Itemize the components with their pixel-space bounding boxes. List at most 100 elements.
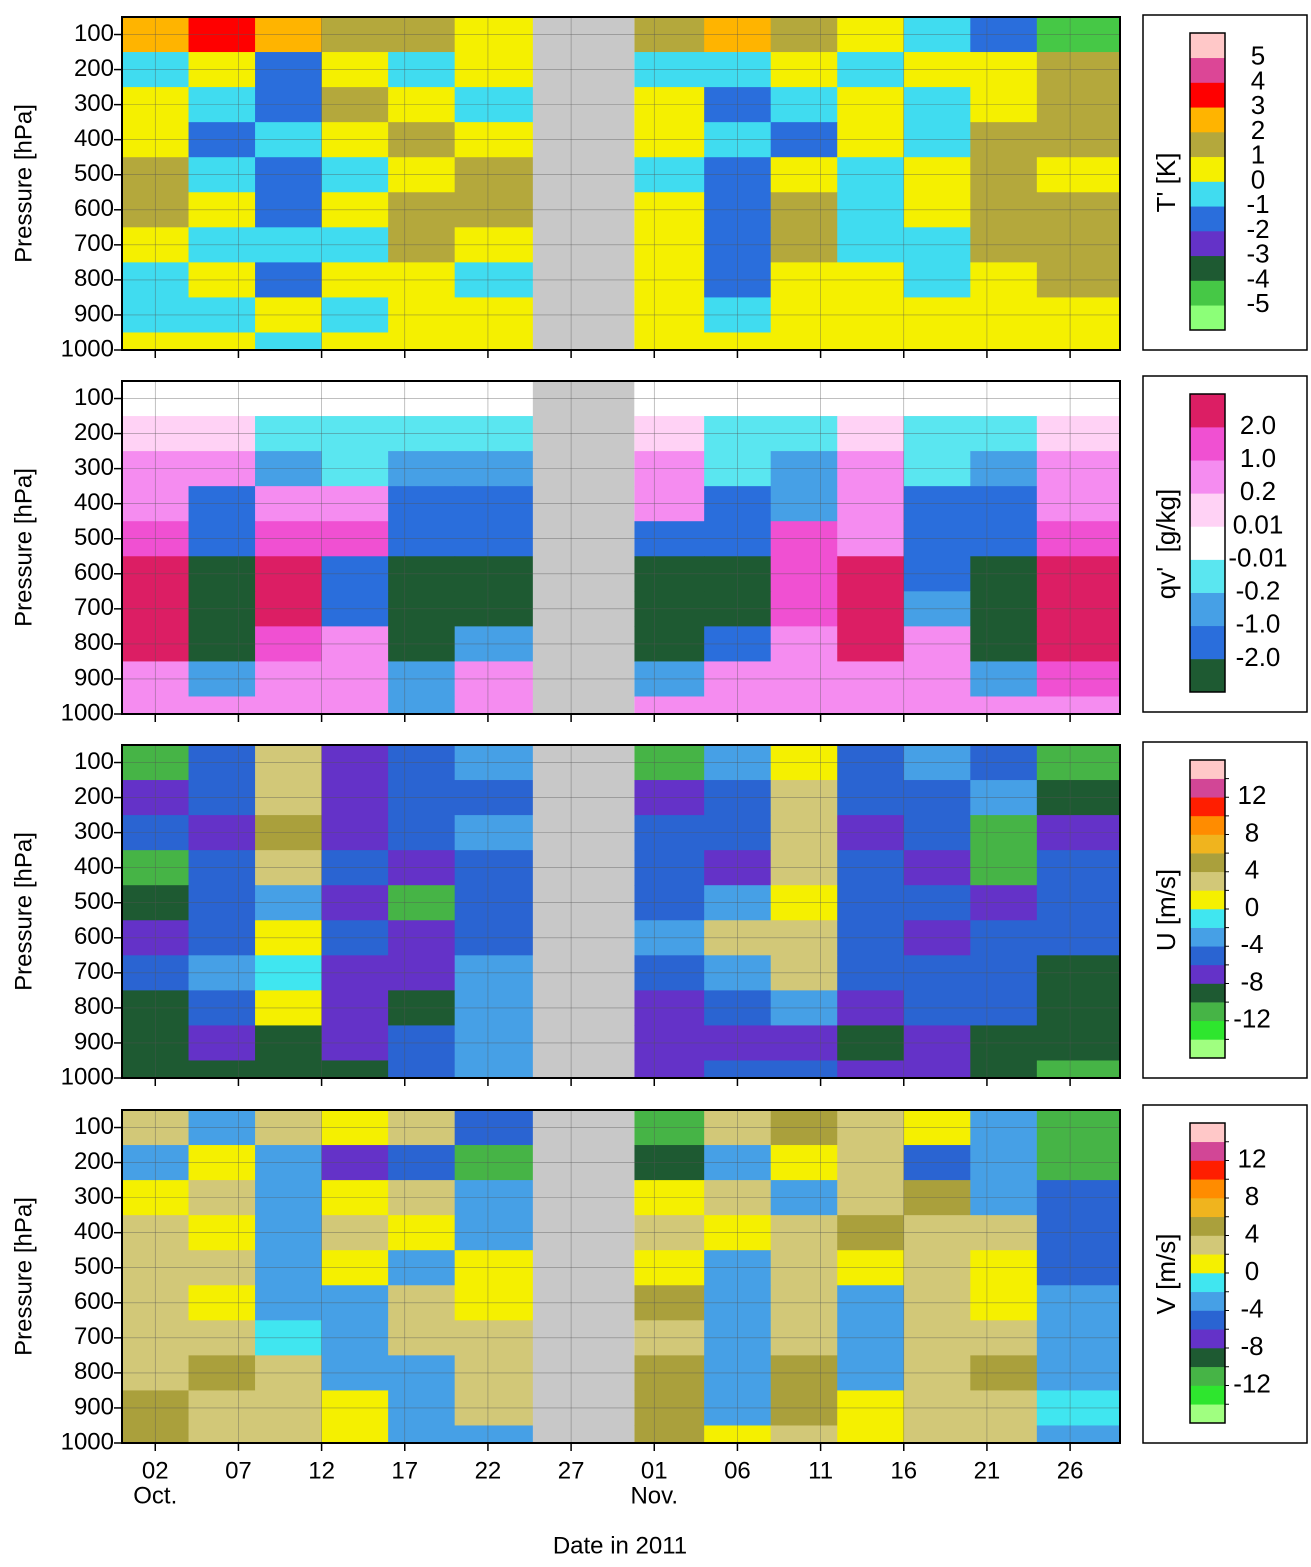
field-cell	[188, 1425, 256, 1444]
colorbar-tick-label: 1.0	[1240, 443, 1276, 473]
colorbar-tick-label: -0.01	[1228, 542, 1287, 572]
y-tick-label: 900	[74, 300, 114, 327]
field-cell	[970, 1425, 1038, 1444]
data-gap	[532, 1110, 635, 1443]
colorbar-band	[1190, 206, 1225, 232]
y-axis-label: Pressure [hPa]	[10, 1197, 37, 1356]
colorbar-tick-label: -12	[1233, 1004, 1271, 1034]
data-gap	[532, 381, 635, 714]
field-cell	[970, 332, 1038, 351]
plot-frame	[121, 16, 1121, 351]
colorbar-band	[1190, 1366, 1225, 1386]
colorbar-band	[1190, 1198, 1225, 1218]
y-tick-label: 1000	[61, 699, 114, 726]
colorbar-band	[1190, 33, 1225, 59]
field-cell	[903, 1060, 971, 1079]
colorbar-tick-label: 12	[1238, 1143, 1267, 1173]
colorbar-tick-label: 0	[1245, 892, 1259, 922]
x-tick-label: 11	[808, 1457, 833, 1484]
colorbar-band	[1190, 927, 1225, 947]
colorbar-band	[1190, 132, 1225, 158]
colorbar-band	[1190, 255, 1225, 281]
field-cell	[634, 696, 705, 715]
colorbar-band	[1190, 1020, 1225, 1040]
y-tick-label: 700	[74, 594, 114, 621]
y-tick-label: 400	[74, 125, 114, 152]
colorbar-tick-label: 12	[1238, 780, 1267, 810]
colorbar-band	[1190, 280, 1225, 306]
colorbar-label: T' [K]	[1151, 153, 1181, 213]
colorbar-band	[1190, 778, 1225, 798]
y-tick-label: 700	[74, 1323, 114, 1350]
field-cell	[1036, 1060, 1121, 1079]
x-tick-label: 27	[558, 1457, 585, 1484]
colorbar-tick-label: -1	[1246, 189, 1269, 219]
colorbar-band	[1190, 1123, 1225, 1143]
colorbar-band	[1190, 82, 1225, 108]
colorbar-band	[1190, 231, 1225, 257]
field-cell	[970, 1060, 1038, 1079]
field-cell	[388, 1425, 456, 1444]
colorbar-band	[1190, 797, 1225, 817]
y-tick-label: 100	[74, 384, 114, 411]
field-cell	[321, 1060, 389, 1079]
colorbar-band	[1190, 1160, 1225, 1180]
y-tick-label: 200	[74, 419, 114, 446]
colorbar-band	[1190, 964, 1225, 984]
x-tick-label: 01	[641, 1457, 668, 1484]
colorbar-tick-label: 0.2	[1240, 476, 1276, 506]
colorbar-band	[1190, 57, 1225, 83]
colorbar-tick-label: 0	[1245, 1256, 1259, 1286]
x-tick-label: 06	[724, 1457, 751, 1484]
data-gap	[532, 745, 635, 1078]
field-cell	[903, 1425, 971, 1444]
colorbar-band	[1190, 909, 1225, 928]
y-tick-label: 400	[74, 489, 114, 516]
y-axis-label: Pressure [hPa]	[10, 468, 37, 627]
y-tick-label: 800	[74, 629, 114, 656]
y-tick-label: 400	[74, 853, 114, 880]
colorbar-label: V [m/s]	[1151, 1234, 1181, 1315]
field-cell	[903, 332, 971, 351]
colorbar-band	[1190, 946, 1225, 966]
y-tick-label: 500	[74, 1253, 114, 1280]
colorbar-tick-label: 8	[1245, 1181, 1259, 1211]
y-tick-label: 100	[74, 1113, 114, 1140]
y-tick-label: 300	[74, 454, 114, 481]
field-cell	[255, 1060, 323, 1079]
y-tick-label: 700	[74, 230, 114, 257]
colorbar-outline	[1189, 393, 1226, 693]
y-tick-label: 1000	[61, 1428, 114, 1455]
y-tick-label: 200	[74, 783, 114, 810]
colorbar-band	[1190, 107, 1225, 133]
colorbar-tick-label: -4	[1240, 1293, 1263, 1323]
data-gap	[532, 17, 635, 350]
y-tick-label: 900	[74, 664, 114, 691]
colorbar-band	[1190, 559, 1225, 593]
colorbar-tick-label: 2	[1251, 115, 1265, 145]
field-cell	[1036, 1425, 1121, 1444]
field-cell	[388, 1060, 456, 1079]
field-cell	[188, 696, 256, 715]
colorbar-tick-label: -5	[1246, 288, 1269, 318]
field-cell	[837, 332, 905, 351]
y-tick-label: 900	[74, 1393, 114, 1420]
field-cell	[188, 332, 256, 351]
colorbar-band	[1190, 1216, 1225, 1236]
colorbar-tick-label: -3	[1246, 239, 1269, 269]
colorbar-band	[1190, 156, 1225, 182]
y-tick-label: 500	[74, 888, 114, 915]
y-tick-label: 400	[74, 1218, 114, 1245]
x-tick-label: 12	[308, 1457, 335, 1484]
colorbar-band	[1190, 1254, 1225, 1274]
field-cell	[970, 696, 1038, 715]
colorbar-band	[1190, 1404, 1225, 1424]
colorbar-tick-label: 4	[1245, 855, 1259, 885]
y-tick-label: 300	[74, 90, 114, 117]
colorbar-tick-label: 0	[1251, 164, 1265, 194]
colorbar-band	[1190, 1235, 1225, 1255]
field-cell	[770, 696, 838, 715]
field-cell	[634, 1060, 705, 1079]
colorbar-band	[1190, 427, 1225, 461]
